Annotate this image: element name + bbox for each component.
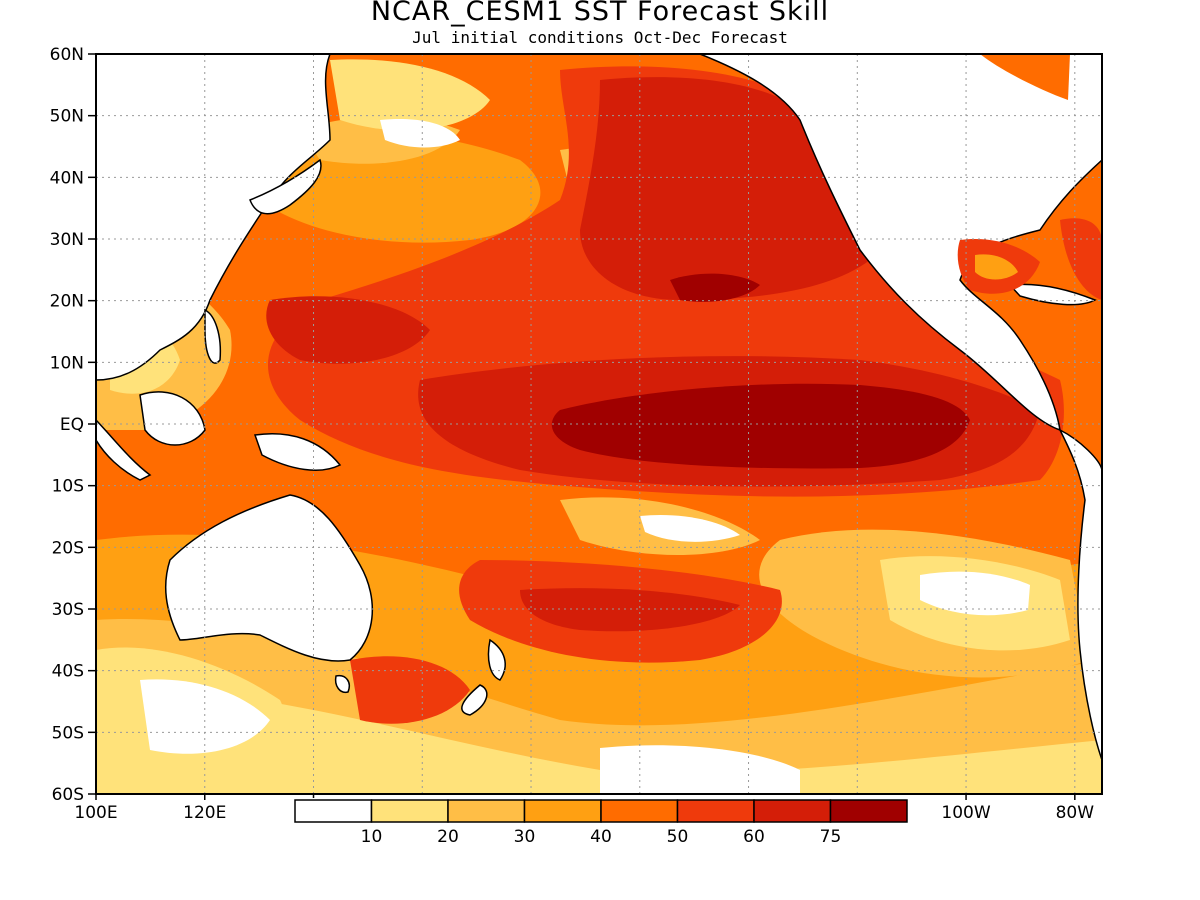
lat-tick-label: 30N [50,230,84,250]
colorbar-label: 40 [590,827,612,847]
lon-tick-label: 100E [74,803,117,823]
land-new-zealand-north [487,638,506,681]
lat-tick-label: 50S [52,723,84,743]
lat-tick-label: 40N [50,168,84,188]
lat-tick-label: 30S [52,600,84,620]
land-philippines [204,308,222,364]
skill-patch-southern-white [600,745,800,794]
skill-patch-north-white [380,118,460,148]
lat-tick-label: 60N [50,45,84,65]
lat-axis: 60N 50N 40N 30N 20N 10N EQ 10S 20S 30S 40S 50S 60S [50,45,96,805]
lat-tick-label: 60S [52,785,84,805]
skill-gulf-of-mexico-inner [975,254,1018,280]
lat-tick-label: 50N [50,107,84,127]
colorbar-swatch [523,799,602,823]
skill-patch-se-pacific-white [920,571,1030,616]
land-masses [96,54,1102,761]
colorbar-swatch [600,799,679,823]
skill-level-60-tasman [350,656,470,724]
lon-tick-label: 120E [183,803,226,823]
colorbar-label: 75 [820,827,842,847]
chart-subtitle: Jul initial conditions Oct-Dec Forecast [412,28,788,47]
land-asia [96,54,331,381]
land-new-zealand-south [461,684,488,716]
lat-tick-label: EQ [60,415,84,435]
colorbar-swatch [370,799,449,823]
skill-level-max-north [670,273,760,302]
land-australia [164,494,373,662]
lat-tick-label: 20S [52,538,84,558]
colorbar-swatch [294,799,373,823]
colorbar-label: 10 [361,827,383,847]
skill-shading [96,54,1102,794]
skill-patch-tropical-south-white [640,514,740,542]
skill-patch-west-south-white [140,679,270,754]
land-south-america [1058,428,1102,761]
lon-tick-label: 80W [1056,803,1095,823]
colorbar-label: 50 [667,827,689,847]
skill-alaska-gulf [980,54,1070,100]
skill-level-max-equator [551,383,970,469]
skill-patch-north-light [330,59,490,131]
skill-level-75-south [520,588,740,632]
lat-tick-label: 40S [52,662,84,682]
land-borneo [139,391,206,446]
colorbar-label: 30 [514,827,536,847]
lat-tick-label: 10S [52,477,84,497]
chart-title: NCAR_CESM1 SST Forecast Skill [370,0,830,27]
skill-level-75-wpac [266,296,430,364]
colorbar-swatch [829,799,908,823]
colorbar-swatch [753,799,832,823]
colorbar: 10 20 30 40 50 60 75 [289,798,913,850]
land-tasmania [334,674,350,694]
colorbar-label: 60 [743,827,765,847]
lon-tick-label: 100W [941,803,990,823]
land-sumatra [96,418,152,481]
coastal-ocean-shading [957,54,1102,300]
lat-tick-label: 20N [50,292,84,312]
skill-caribbean-east [1060,218,1102,300]
skill-band-south-10 [96,688,1102,794]
land-new-guinea [253,433,342,471]
land-japan [249,158,322,215]
colorbar-label: 20 [437,827,459,847]
skill-level-75-north [580,77,870,301]
lat-tick-label: 10N [50,353,84,373]
colorbar-swatch [676,799,755,823]
colorbar-swatch [447,799,526,823]
lon-axis: 100E120E1100W80W [74,794,1094,823]
